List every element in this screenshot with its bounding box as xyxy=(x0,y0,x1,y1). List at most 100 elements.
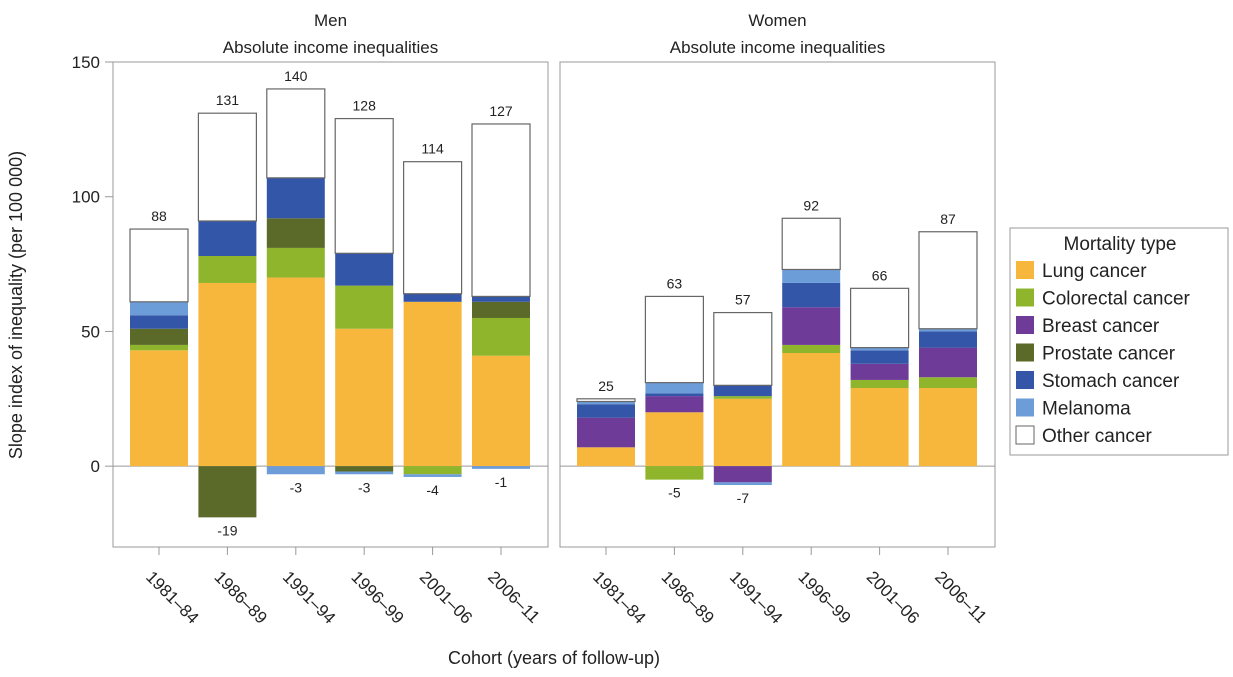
bar-segment xyxy=(782,353,841,467)
bar-segment xyxy=(266,88,326,179)
bar-segment xyxy=(713,385,772,397)
bar-segment xyxy=(334,117,394,254)
negative-total-label: -3 xyxy=(358,479,371,495)
bar-segment xyxy=(198,466,257,518)
x-tick-label: 1981–84 xyxy=(142,567,202,627)
bar-segment xyxy=(198,256,257,283)
bar-segment xyxy=(472,466,530,469)
negative-total-label: -7 xyxy=(737,490,750,506)
bar-segment xyxy=(335,471,394,475)
negative-total-label: -3 xyxy=(290,479,303,495)
bar-segment xyxy=(577,417,635,448)
y-tick-label: 150 xyxy=(72,53,100,72)
panel-title: Women xyxy=(748,11,806,30)
legend-title: Mortality type xyxy=(1064,234,1177,255)
bar-segment xyxy=(850,363,909,380)
bar-segment xyxy=(130,315,188,329)
bar-segment xyxy=(919,347,977,378)
x-tick-label: 1991–94 xyxy=(279,567,339,627)
bar-segment xyxy=(577,447,635,467)
negative-total-label: -5 xyxy=(668,485,681,501)
bar-segment xyxy=(403,161,463,295)
bar-segment xyxy=(197,112,257,222)
legend-swatch xyxy=(1016,288,1034,307)
legend-label: Melanoma xyxy=(1042,399,1131,420)
bar-segment xyxy=(713,466,772,483)
bar-segment xyxy=(335,285,394,329)
legend-label: Prostate cancer xyxy=(1042,344,1176,365)
x-axis-label: Cohort (years of follow-up) xyxy=(448,648,660,668)
bar-segment xyxy=(645,393,704,397)
bar-segment xyxy=(472,296,530,302)
negative-total-label: -4 xyxy=(426,482,439,498)
legend-swatch xyxy=(1015,425,1035,445)
panel-subtitle: Absolute income inequalities xyxy=(223,38,438,57)
legend-frame xyxy=(1009,227,1229,456)
bar-segment xyxy=(266,277,325,467)
bar-segment xyxy=(198,282,257,467)
bar-segment xyxy=(130,328,188,345)
total-label: 63 xyxy=(667,275,683,291)
total-label: 88 xyxy=(151,208,167,224)
bar-segment xyxy=(335,466,394,472)
legend-label: Colorectal cancer xyxy=(1042,289,1191,310)
legend-swatch xyxy=(1016,343,1034,362)
bar-segment xyxy=(713,396,772,399)
bar-segment xyxy=(713,398,772,467)
bar-segment xyxy=(335,328,394,467)
bar-segment xyxy=(850,379,909,389)
bar-segment xyxy=(849,287,910,349)
total-label: 140 xyxy=(284,68,308,84)
bar-segment xyxy=(850,347,909,351)
bar-segment xyxy=(266,466,325,475)
total-label: 57 xyxy=(735,292,751,308)
legend-swatch xyxy=(1016,371,1034,389)
bar-segment xyxy=(850,350,909,364)
bar-segment xyxy=(918,231,978,330)
bar-segment xyxy=(471,123,531,298)
y-tick-label: 50 xyxy=(81,322,100,341)
legend-label: Lung cancer xyxy=(1042,261,1147,282)
bar-segment xyxy=(472,317,530,356)
x-tick-label: 1991–94 xyxy=(726,567,786,627)
bar-segment xyxy=(577,401,635,405)
bar-segment xyxy=(645,382,704,394)
bar-segment xyxy=(472,355,530,467)
legend-label: Other cancer xyxy=(1042,426,1152,447)
bar-segment xyxy=(403,301,462,467)
total-label: 131 xyxy=(216,92,240,108)
x-tick-label: 1996–99 xyxy=(794,567,854,627)
bar-segment xyxy=(782,307,841,345)
bar-segment xyxy=(713,311,773,386)
y-tick-label: 0 xyxy=(91,457,100,476)
bar-segment xyxy=(782,282,841,308)
bar-segment xyxy=(782,344,841,353)
bar-segment xyxy=(403,466,462,475)
bar-segment xyxy=(403,474,462,477)
bar-segment xyxy=(130,301,188,316)
bar-segment xyxy=(919,377,977,389)
bar-segment xyxy=(645,396,704,413)
legend-label: Stomach cancer xyxy=(1042,371,1180,392)
total-label: 114 xyxy=(421,141,444,157)
x-tick-label: 1986–89 xyxy=(658,567,718,627)
x-tick-label: 1986–89 xyxy=(211,567,271,627)
bar-segment xyxy=(266,247,325,278)
legend-swatch xyxy=(1016,398,1034,417)
bar-segment xyxy=(919,331,977,348)
bar-segment xyxy=(129,228,189,303)
total-label: 25 xyxy=(598,378,614,394)
bar-segment xyxy=(130,350,188,467)
total-label: 87 xyxy=(940,211,956,227)
panel-frame xyxy=(559,61,996,548)
legend-label: Breast cancer xyxy=(1042,316,1160,337)
bar-segment xyxy=(472,301,530,318)
negative-total-label: -1 xyxy=(495,474,508,490)
x-tick-label: 1981–84 xyxy=(589,567,649,627)
y-tick-label: 100 xyxy=(72,188,100,207)
bar-segment xyxy=(782,269,841,283)
total-label: 128 xyxy=(353,98,377,114)
panel-subtitle: Absolute income inequalities xyxy=(670,38,885,57)
bar-segment xyxy=(266,218,325,248)
